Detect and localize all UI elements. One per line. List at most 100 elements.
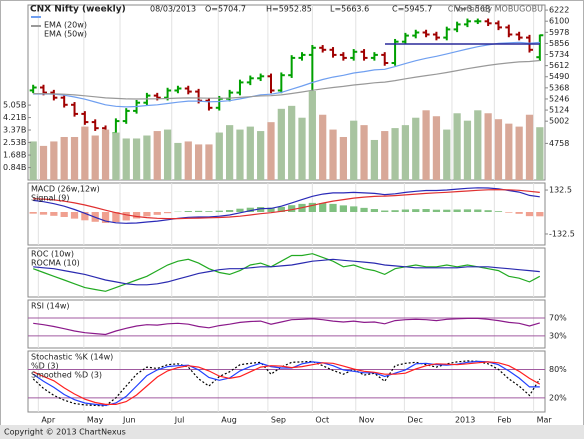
histogram-bar — [226, 210, 234, 213]
histogram-bar — [81, 212, 89, 221]
price-panel — [27, 4, 546, 181]
volume-bar — [50, 141, 58, 180]
histogram-bar — [350, 206, 358, 213]
series-line — [32, 253, 541, 292]
legend-label: Smoothed %D (3) — [31, 371, 102, 380]
histogram-bar — [194, 210, 203, 213]
histogram-bar — [288, 205, 296, 213]
y-tick-label: 5734 — [549, 50, 569, 59]
histogram-bar — [494, 211, 503, 213]
x-tick-label: Apr — [41, 416, 56, 425]
quote-close: C=5945.7 — [392, 5, 432, 14]
x-tick-label: Nov — [359, 416, 375, 425]
quote-low: L=5663.6 — [330, 5, 369, 14]
series-line — [33, 187, 540, 224]
histogram-bar — [505, 212, 513, 213]
volume-bar — [257, 131, 265, 180]
x-tick-label: Aug — [221, 416, 237, 425]
y-tick-label: 5.05B — [3, 101, 26, 110]
histogram-bar — [525, 212, 534, 217]
histogram-bar — [308, 202, 316, 213]
legend-label: Stochastic %K (14w) — [31, 353, 113, 362]
histogram-bar — [463, 209, 472, 213]
histogram-bar — [370, 209, 379, 213]
y-tick-label: 132.5 — [549, 186, 572, 195]
y-tick-label: 5368 — [549, 83, 569, 92]
y-tick-label: 80% — [549, 365, 567, 374]
quote-open: O=5704.7 — [205, 5, 246, 14]
histogram-bar — [443, 209, 451, 213]
y-tick-label: 5856 — [549, 39, 569, 48]
y-tick-label: 5002 — [549, 117, 569, 126]
y-tick-label: 5124 — [549, 106, 569, 115]
series-line — [33, 59, 540, 100]
volume-bar — [215, 132, 223, 180]
histogram-bar — [70, 212, 79, 219]
volume-bar — [484, 113, 492, 180]
y-tick-label: 5490 — [549, 72, 569, 81]
volume-bar — [29, 141, 37, 180]
y-tick-label: 20% — [549, 393, 567, 402]
volume-bar — [453, 113, 461, 180]
plot-layer: Apr May Jun Jul Aug Sep Oct Nov Dec 2013 Feb Mar 475… — [3, 5, 575, 425]
histogram-bar — [412, 209, 420, 213]
volume-bar — [339, 136, 347, 180]
volume-bar — [474, 110, 482, 180]
volume-bar — [70, 136, 79, 180]
volume-bar — [432, 116, 441, 180]
histogram-bar — [422, 209, 430, 213]
volume-bar — [463, 120, 472, 180]
volume-bar — [370, 139, 379, 180]
x-tick-label: Dec — [407, 416, 422, 425]
histogram-bar — [319, 203, 327, 213]
y-tick-label: 4758 — [549, 139, 569, 148]
volume-bar — [236, 129, 244, 180]
volume-bar — [39, 145, 48, 180]
roc-panel — [27, 247, 546, 298]
histogram-bar — [101, 212, 110, 223]
histogram-bar — [339, 205, 347, 213]
quote-volume: V=3.56B — [455, 5, 490, 14]
volume-bar — [329, 129, 337, 180]
y-tick-label: 5612 — [549, 61, 569, 70]
volume-bar — [91, 135, 99, 180]
histogram-bar — [246, 207, 254, 213]
credit: Charted by MOBUGOBU — [448, 5, 543, 14]
histogram-bar — [381, 210, 389, 213]
histogram-bar — [432, 209, 441, 213]
x-tick-label: Mar — [537, 416, 553, 425]
y-tick-label: 2.53B — [3, 138, 26, 147]
volume-bar — [525, 114, 534, 180]
histogram-bar — [50, 212, 58, 216]
volume-bar — [401, 125, 410, 180]
histogram-bar — [277, 206, 285, 213]
y-tick-label: 3.37B — [3, 126, 26, 135]
histogram-bar — [60, 212, 68, 217]
y-tick-label: 70% — [549, 313, 567, 322]
volume-bar — [308, 91, 316, 180]
x-tick-label: Sep — [271, 416, 286, 425]
volume-bar — [350, 120, 358, 180]
x-tick-label: Oct — [315, 416, 329, 425]
histogram-bar — [329, 203, 337, 213]
legend-label: ROC (10w) — [31, 250, 74, 259]
volume-bar — [132, 138, 141, 180]
histogram-bar — [163, 212, 172, 214]
legend-label: MACD (26w,12w) — [31, 185, 100, 194]
histogram-bar — [153, 212, 161, 215]
histogram-bar — [236, 208, 244, 213]
volume-bar — [143, 135, 151, 180]
x-tick-label: Jun — [122, 416, 136, 425]
histogram-bar — [257, 207, 265, 213]
volume-bar — [205, 144, 213, 180]
legend-label: ROCMA (10) — [31, 259, 80, 268]
rsi-panel — [27, 299, 546, 349]
volume-bar — [536, 127, 544, 180]
volume-bar — [412, 117, 420, 180]
x-tick-label: 2013 — [455, 416, 475, 425]
volume-bar — [81, 126, 89, 180]
volume-bar — [443, 129, 451, 180]
histogram-bar — [215, 210, 223, 213]
x-tick-label: May — [87, 416, 104, 425]
volume-bar — [194, 144, 203, 180]
